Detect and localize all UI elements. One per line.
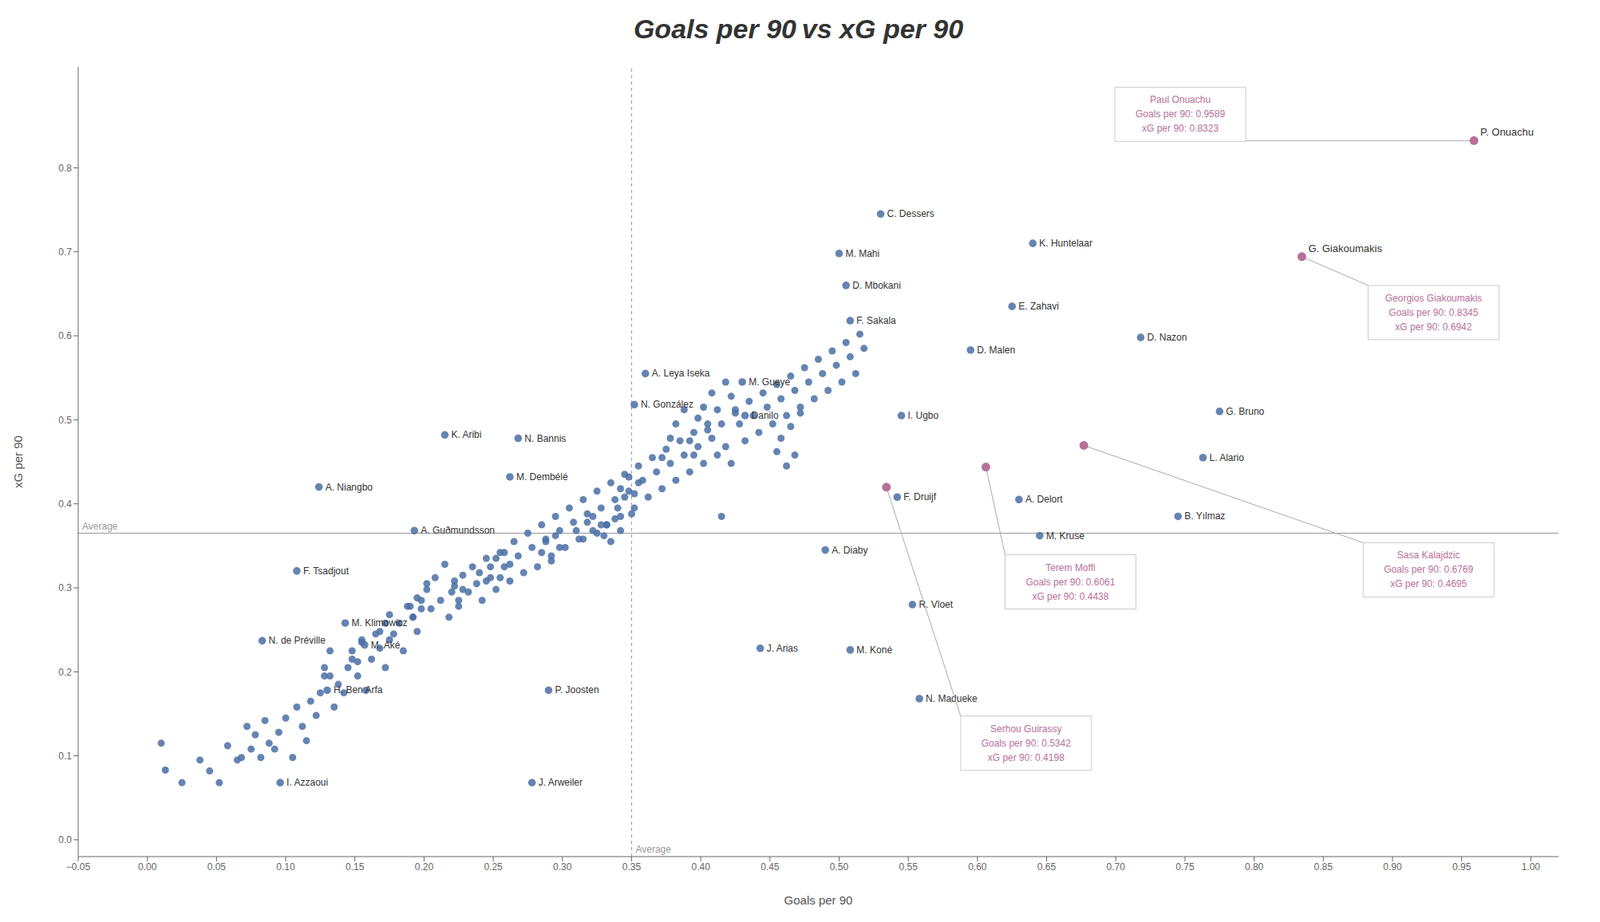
svg-text:0.90: 0.90 [1382,861,1403,874]
svg-text:F. Druijf: F. Druijf [903,491,937,503]
svg-text:0.50: 0.50 [829,861,850,874]
svg-text:Goals per 90: 0.6061: Goals per 90: 0.6061 [1025,576,1115,589]
svg-text:xG per 90: 0.4695: xG per 90: 0.4695 [1390,578,1467,590]
svg-text:N. Bannis: N. Bannis [524,433,566,445]
html-text:Goals per 90 vs xG per 90: Goals per 90 vs xG per 90 [633,13,964,44]
svg-text:N. Madueke: N. Madueke [925,693,978,705]
svg-text:0.8: 0.8 [58,162,72,174]
svg-text:E. Zahavi: E. Zahavi [1018,300,1059,313]
svg-text:Average: Average [635,844,672,856]
svg-text:xG per 90: 0.8323: xG per 90: 0.8323 [1141,122,1219,135]
svg-text:0.40: 0.40 [691,861,711,874]
svg-text:Goals per 90: 0.5342: Goals per 90: 0.5342 [981,738,1071,750]
svg-text:Average: Average [82,521,119,533]
svg-text:Terem Moffi: Terem Moffi [1045,562,1095,574]
svg-text:B. Yılmaz: B. Yılmaz [1184,510,1225,522]
svg-text:F. Sakala: F. Sakala [856,315,897,327]
svg-text:M. Kruse: M. Kruse [1046,530,1085,542]
svg-text:M. Dembélé: M. Dembélé [516,471,569,483]
svg-text:Georgios Giakoumakis: Georgios Giakoumakis [1385,292,1482,305]
svg-text:0.65: 0.65 [1037,861,1057,874]
svg-text:0.7: 0.7 [58,246,72,258]
svg-text:D. Nazon: D. Nazon [1146,331,1187,344]
svg-text:K. Aribi: K. Aribi [450,429,482,441]
svg-text:G. Giakoumakis: G. Giakoumakis [1307,242,1383,255]
svg-text:A. Delort: A. Delort [1025,493,1063,506]
svg-text:Goals per 90: Goals per 90 [784,893,854,908]
svg-text:xG per 90: 0.4198: xG per 90: 0.4198 [987,752,1065,764]
svg-text:M. Koné: M. Koné [856,644,893,656]
svg-text:1.00: 1.00 [1521,861,1541,874]
svg-text:F. Tsadjout: F. Tsadjout [303,565,350,577]
svg-text:0.55: 0.55 [899,861,919,874]
svg-text:xG per 90: 0.6942: xG per 90: 0.6942 [1394,321,1472,333]
svg-text:Goals per 90: 0.8345: Goals per 90: 0.8345 [1388,307,1478,319]
svg-text:xG per 90: xG per 90 [11,435,25,489]
svg-text:R. Vloet: R. Vloet [918,599,953,611]
svg-text:0.5: 0.5 [58,414,72,427]
svg-text:N. de Préville: N. de Préville [268,635,327,647]
svg-text:I. Ugbo: I. Ugbo [908,410,940,422]
svg-text:0.2: 0.2 [58,667,72,679]
svg-text:0.45: 0.45 [760,861,780,874]
svg-text:L. Alario: L. Alario [1208,452,1245,464]
svg-text:0.4: 0.4 [58,498,72,510]
svg-text:I. Azzaoui: I. Azzaoui [286,777,328,789]
svg-text:P. Onuachu: P. Onuachu [1480,126,1534,139]
svg-text:0.60: 0.60 [967,861,988,874]
svg-text:0.35: 0.35 [622,861,642,874]
svg-text:0.70: 0.70 [1106,861,1126,874]
svg-text:xG per 90: 0.4438: xG per 90: 0.4438 [1031,591,1109,603]
svg-text:P. Joosten: P. Joosten [554,684,599,696]
svg-text:Sasa Kalajdzic: Sasa Kalajdzic [1397,549,1461,561]
svg-text:J. Arias: J. Arias [766,643,799,655]
svg-text:M. Aké: M. Aké [371,640,401,652]
svg-text:Paul Onuachu: Paul Onuachu [1149,94,1211,106]
svg-text:Serhou Guirassy: Serhou Guirassy [990,723,1062,735]
svg-text:0.0: 0.0 [58,834,72,846]
svg-text:C. Dessers: C. Dessers [887,208,935,220]
svg-text:N. González: N. González [640,399,694,411]
svg-text:0.85: 0.85 [1314,861,1334,874]
svg-text:A. Leya Iseka: A. Leya Iseka [651,367,711,380]
svg-text:0.80: 0.80 [1244,861,1265,874]
svg-text:0.3: 0.3 [58,582,72,594]
svg-text:M. Mahi: M. Mahi [845,248,881,260]
svg-text:M. Klimowicz: M. Klimowicz [351,617,408,629]
svg-text:H. Ben Arfa: H. Ben Arfa [333,684,384,696]
svg-text:0.30: 0.30 [553,861,573,874]
svg-text:0.10: 0.10 [276,861,296,874]
svg-text:D. Mbokani: D. Mbokani [852,280,901,292]
svg-text:K. Huntelaar: K. Huntelaar [1039,237,1093,249]
svg-text:M. Gueye: M. Gueye [748,376,791,388]
svg-text:Goals per 90: 0.9589: Goals per 90: 0.9589 [1135,108,1225,120]
svg-text:0.05: 0.05 [207,861,227,874]
svg-text:J. Arweiler: J. Arweiler [538,777,583,789]
svg-text:A. Diaby: A. Diaby [831,545,868,557]
svg-text:Danilo: Danilo [751,410,779,422]
svg-text:0.25: 0.25 [483,861,503,874]
svg-text:0.6: 0.6 [58,330,72,342]
svg-text:G. Bruno: G. Bruno [1225,406,1265,418]
svg-text:A. Guðmundsson: A. Guðmundsson [420,525,495,537]
svg-text:0.95: 0.95 [1452,861,1472,874]
svg-text:0.00: 0.00 [138,861,158,874]
svg-text:−0.05: −0.05 [66,861,91,874]
svg-text:0.1: 0.1 [58,750,72,763]
svg-text:0.20: 0.20 [414,861,435,874]
svg-text:0.15: 0.15 [345,861,365,874]
svg-text:D. Malen: D. Malen [976,344,1016,356]
svg-text:0.75: 0.75 [1175,861,1195,874]
svg-text:Goals per 90: 0.6769: Goals per 90: 0.6769 [1383,564,1474,576]
svg-text:A. Niangbo: A. Niangbo [325,481,374,494]
